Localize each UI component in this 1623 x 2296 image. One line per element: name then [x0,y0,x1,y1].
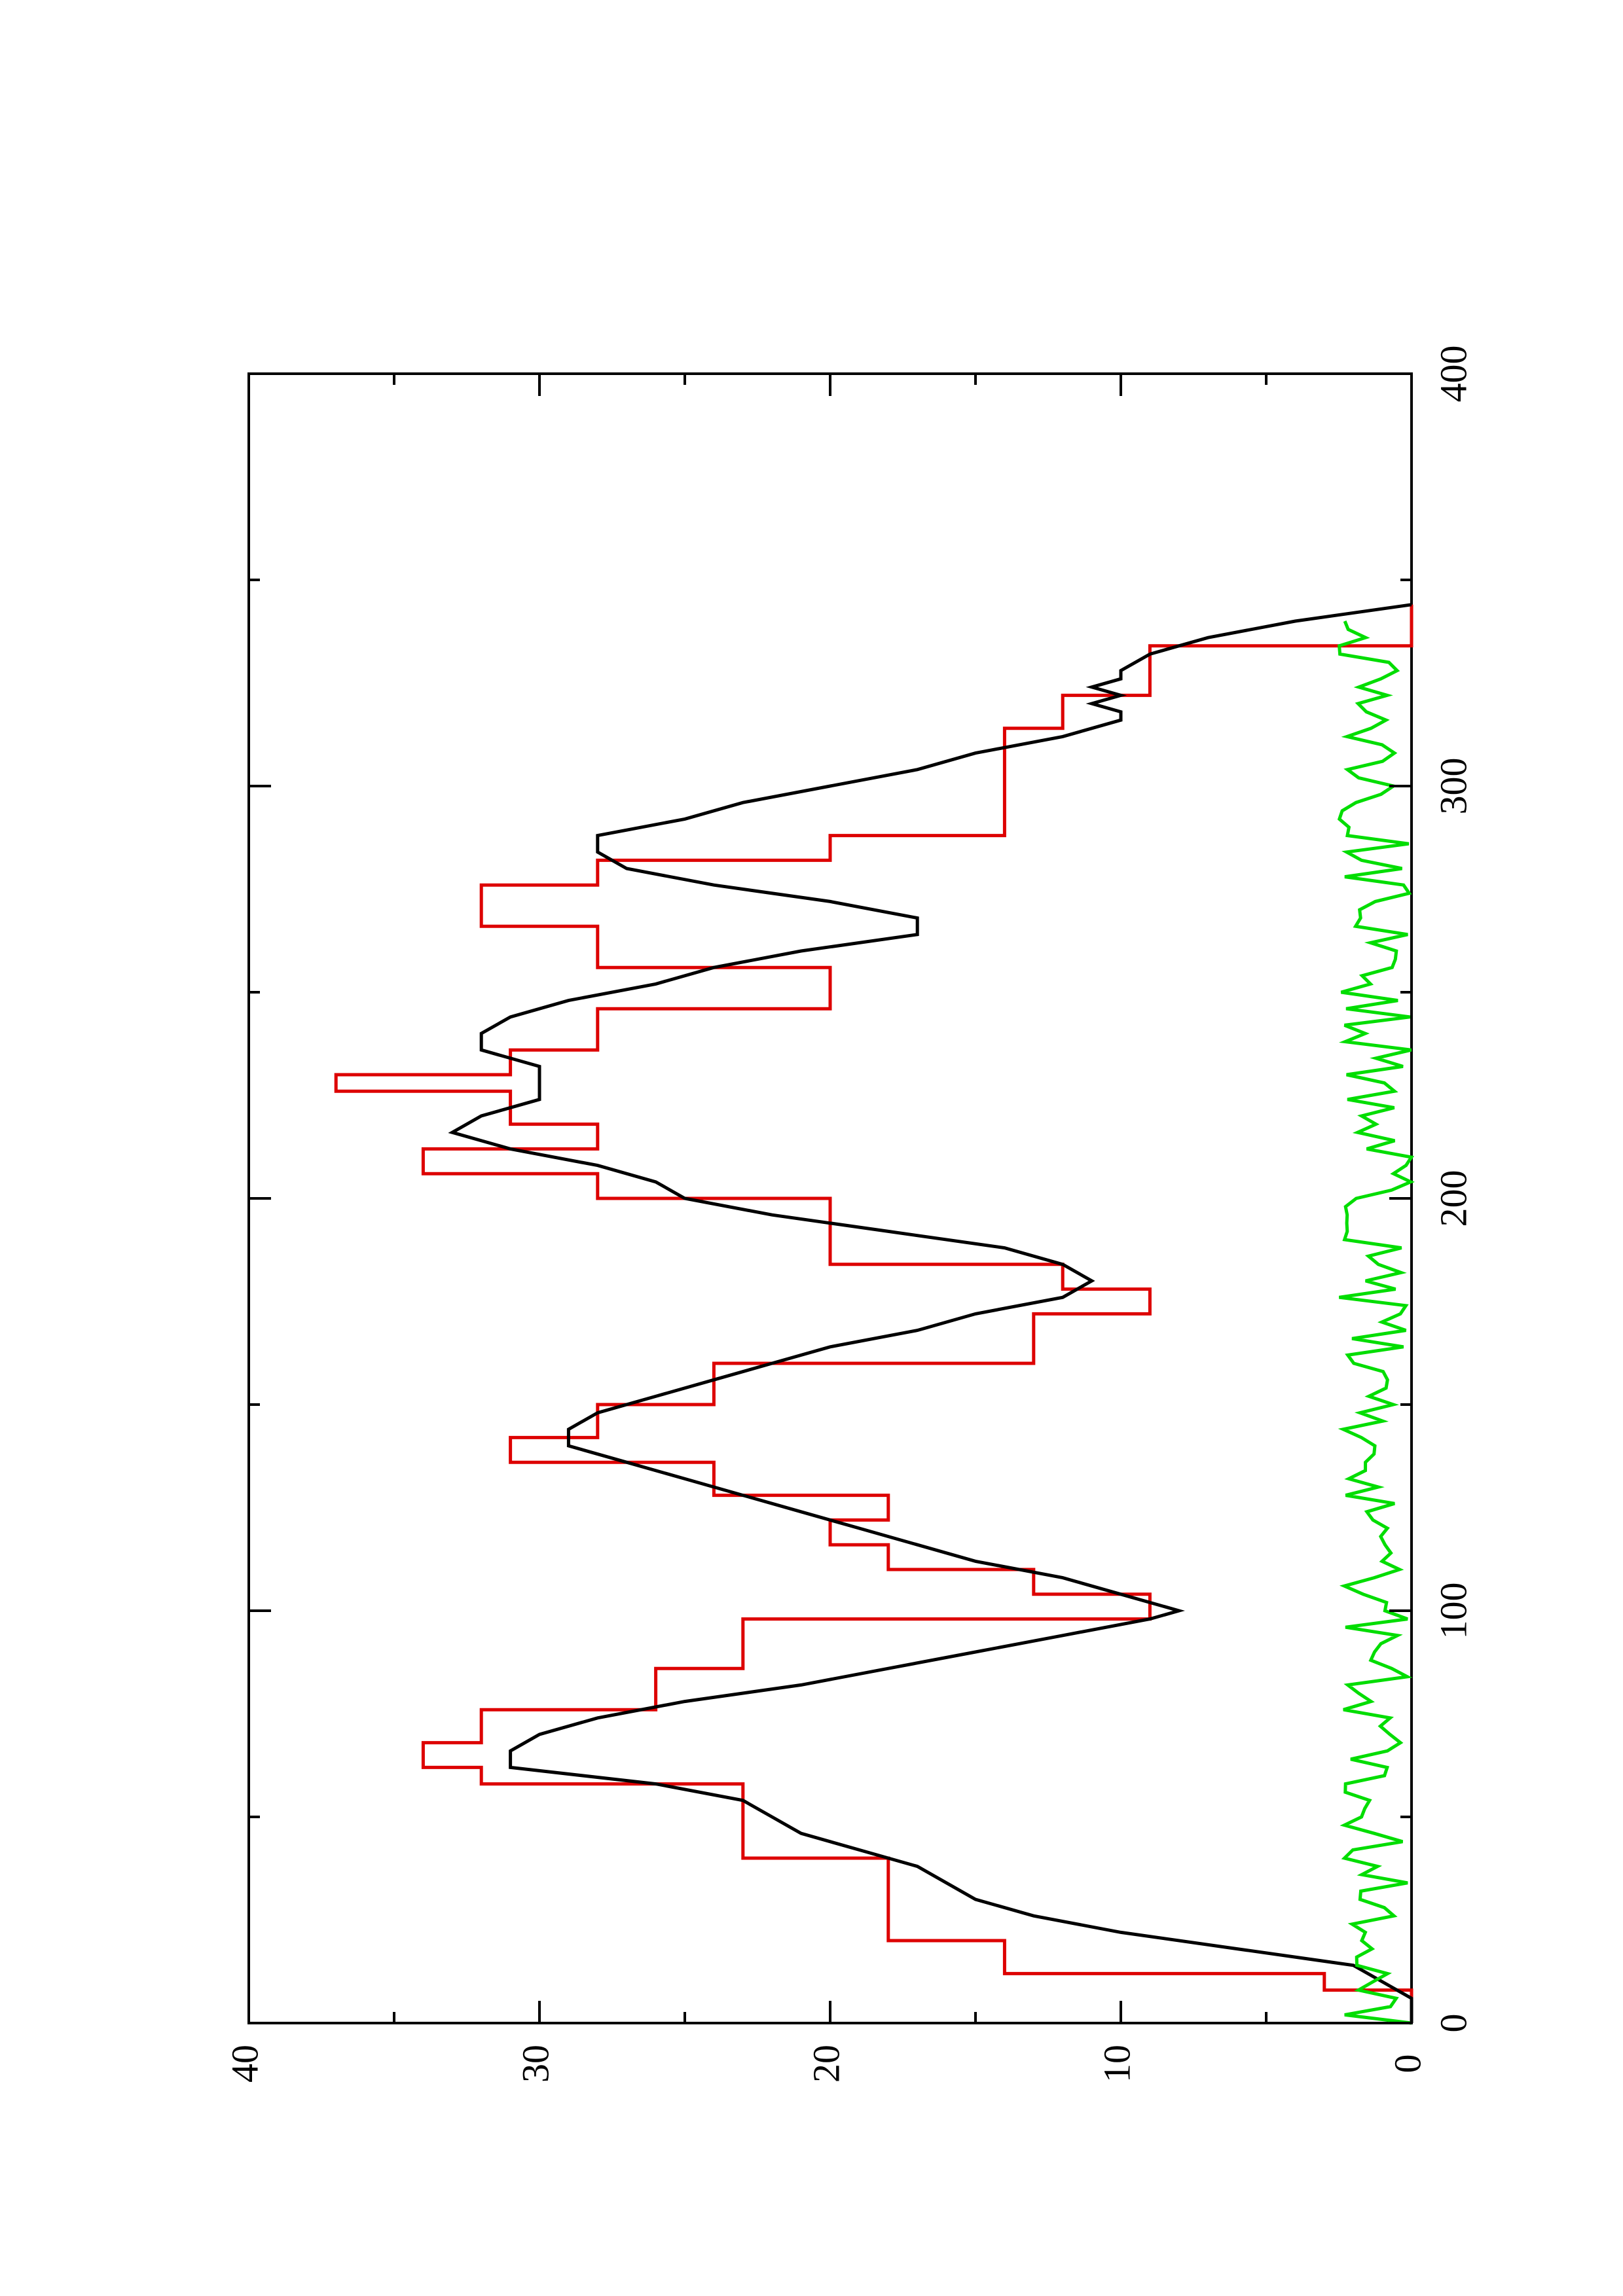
series-line-1 [334,604,1413,2023]
y-tick-label: 30 [514,2045,556,2083]
labels-layer: 0 100 200 300 400 0 10 20 30 40 [223,346,1474,2083]
y-tick-label: 40 [223,2045,266,2083]
y-tick-label: 10 [1095,2045,1138,2083]
x-tick-label: 400 [1432,346,1474,403]
series-layer [334,603,1415,2025]
series-line-3 [1337,620,1415,2025]
y-tick-label: 20 [805,2045,847,2083]
x-tick-label: 100 [1432,1583,1474,1640]
x-tick-label: 300 [1432,758,1474,815]
x-tick-label: 200 [1432,1170,1474,1227]
x-tick-label: 0 [1432,2014,1474,2033]
series-line-2 [448,603,1413,2023]
y-tick-label: 0 [1386,2054,1429,2073]
ticks-layer [247,372,1413,2024]
